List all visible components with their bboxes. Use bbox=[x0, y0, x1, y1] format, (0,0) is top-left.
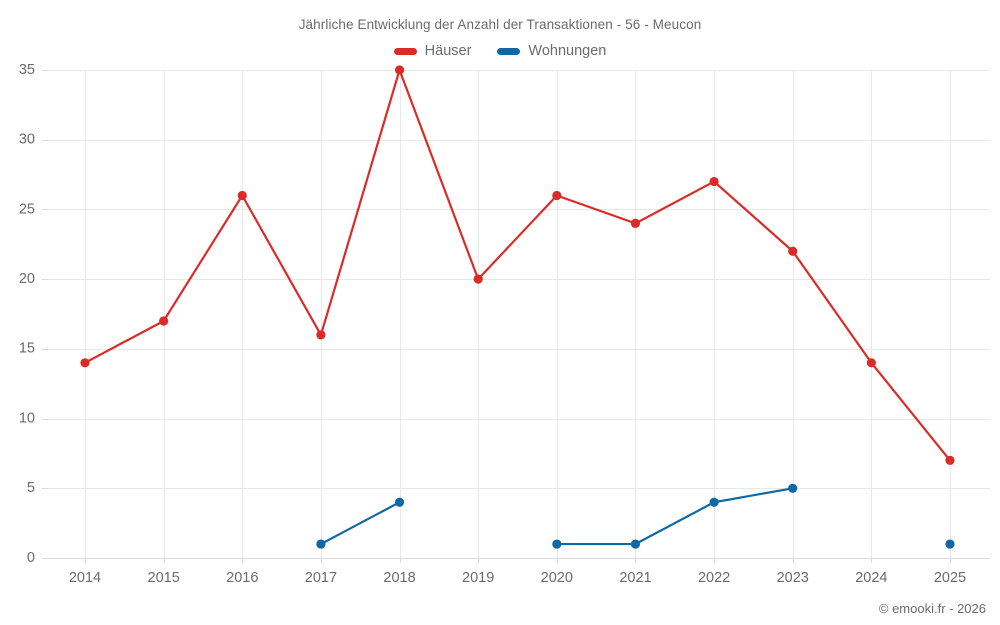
x-axis-tick-label: 2024 bbox=[855, 570, 887, 586]
y-axis-tick-label: 35 bbox=[19, 62, 35, 78]
y-axis-tick-label: 30 bbox=[19, 132, 35, 148]
x-axis-tick-label: 2016 bbox=[226, 570, 258, 586]
legend-swatch-wohnungen bbox=[497, 47, 521, 55]
data-point[interactable] bbox=[237, 190, 247, 201]
series-wohnungen bbox=[316, 483, 955, 549]
y-axis-tick-label: 0 bbox=[27, 550, 35, 566]
series-line bbox=[319, 501, 401, 546]
data-point[interactable] bbox=[866, 358, 876, 368]
gridlines bbox=[48, 70, 990, 559]
data-point[interactable] bbox=[945, 455, 955, 465]
x-axis-tick-label: 2023 bbox=[777, 570, 809, 586]
legend-swatch-hauser bbox=[393, 47, 417, 55]
x-axis-tick-label: 2021 bbox=[619, 570, 651, 586]
data-point[interactable] bbox=[630, 218, 641, 228]
x-axis-tick-label: 2022 bbox=[698, 570, 730, 586]
x-axis-tick-label: 2025 bbox=[934, 570, 966, 586]
data-point[interactable] bbox=[709, 497, 719, 507]
data-point[interactable] bbox=[80, 358, 90, 368]
data-point[interactable] bbox=[394, 65, 405, 75]
data-point[interactable] bbox=[788, 246, 798, 256]
data-point[interactable] bbox=[473, 274, 483, 284]
y-axis-tick-label: 15 bbox=[19, 341, 35, 357]
data-point[interactable] bbox=[788, 483, 798, 493]
x-axis-tick-label: 2017 bbox=[305, 570, 337, 586]
x-axis-tick-label: 2018 bbox=[383, 570, 415, 586]
legend-label-wohnungen: Wohnungen bbox=[528, 43, 607, 59]
series-line bbox=[83, 68, 952, 462]
data-point[interactable] bbox=[394, 497, 405, 507]
data-point[interactable] bbox=[552, 190, 562, 201]
data-series bbox=[80, 65, 955, 549]
legend-item-wohnungen[interactable]: Wohnungen bbox=[497, 44, 606, 59]
y-axis-tick-label: 20 bbox=[19, 271, 35, 287]
data-point[interactable] bbox=[316, 330, 326, 340]
x-axis-tick-label: 2020 bbox=[541, 570, 573, 586]
x-axis-tick-label: 2014 bbox=[69, 570, 101, 586]
series-hauser bbox=[80, 65, 955, 465]
y-axis-tick-label: 5 bbox=[27, 480, 35, 496]
data-point[interactable] bbox=[552, 539, 562, 549]
data-point[interactable] bbox=[945, 539, 955, 549]
chart-title: Jährliche Entwicklung der Anzahl der Tra… bbox=[298, 17, 702, 32]
data-point[interactable] bbox=[159, 316, 169, 326]
legend-label-hauser: Häuser bbox=[424, 43, 472, 59]
copyright-footer: © emooki.fr - 2026 bbox=[878, 601, 986, 616]
data-point[interactable] bbox=[630, 539, 641, 549]
series-line bbox=[555, 487, 794, 546]
data-point[interactable] bbox=[316, 539, 326, 549]
data-point[interactable] bbox=[709, 176, 719, 187]
y-axis-tick-label: 10 bbox=[19, 410, 35, 426]
x-axis-tick-label: 2019 bbox=[462, 570, 494, 586]
legend-item-hauser[interactable]: Häuser bbox=[393, 43, 472, 59]
x-axis-ticks: 2014 2015 2016 2017 2018 2019 2020 2021 2022 2023… bbox=[69, 558, 966, 586]
y-axis-tick-label: 25 bbox=[19, 201, 35, 217]
x-axis-tick-label: 2015 bbox=[148, 570, 180, 586]
y-axis-ticks: 0 5 10 15 20 25 30 35 bbox=[19, 62, 48, 566]
chart-legend: Häuser Wohnungen bbox=[0, 44, 1000, 59]
